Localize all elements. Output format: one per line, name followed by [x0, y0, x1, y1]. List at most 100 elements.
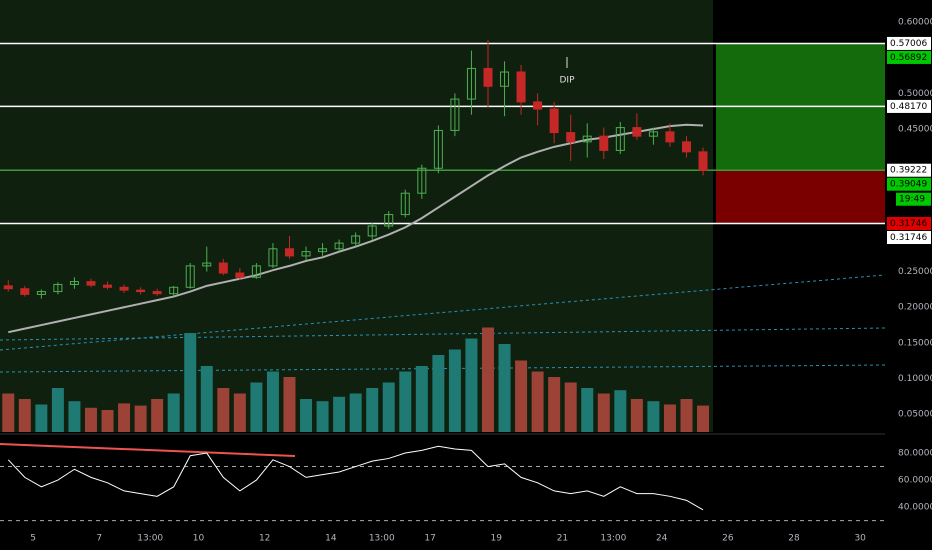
x-tick-label: 21 [557, 534, 568, 544]
candle-body [301, 251, 311, 257]
candle-body [202, 262, 212, 267]
volume-bar [84, 407, 97, 432]
volume-bar [465, 338, 478, 432]
volume-bar [349, 393, 362, 432]
volume-bar [432, 355, 445, 432]
price-tag-bg [887, 163, 931, 177]
price-tag-bg [887, 99, 931, 113]
rsi-line [7, 445, 704, 511]
candle-body [152, 291, 162, 295]
x-tick-label: 13:00 [600, 534, 626, 544]
candle-body [483, 67, 493, 87]
volume-bar [399, 371, 412, 432]
volume-bar [680, 399, 693, 432]
y-tick-label: 0.50000 [898, 89, 932, 99]
rsi-trend-line [0, 443, 296, 457]
volume-bar [118, 403, 131, 432]
price-tag-bg [887, 177, 931, 191]
candle-body [185, 265, 195, 288]
candle-body [268, 248, 278, 267]
volume-bar [316, 401, 329, 432]
price-tag: 0.31746 [890, 219, 927, 229]
candle-body [632, 127, 642, 137]
candle-body [599, 135, 609, 151]
price-tag-bg [887, 50, 931, 64]
candle-body [86, 281, 96, 286]
x-tick-label: 13:00 [369, 534, 395, 544]
loss-zone [716, 170, 885, 224]
volume-bar [167, 393, 180, 432]
volume-bar [233, 393, 246, 432]
y-tick-label: 0.45000 [898, 125, 932, 135]
y-tick-label: 0.20000 [898, 303, 932, 313]
volume-bar [697, 405, 710, 432]
candle-body [334, 242, 344, 250]
volume-bar [564, 382, 577, 432]
volume-bar [366, 388, 379, 432]
candle-body [235, 272, 245, 278]
countdown-bg [896, 192, 931, 206]
candle-body [698, 151, 708, 171]
price-tag: 0.48170 [890, 102, 927, 112]
y-tick-label: 0.15000 [898, 338, 932, 348]
price-tag-bg [887, 217, 931, 231]
candle-body [417, 167, 427, 194]
candle-body [119, 286, 129, 291]
candle-body [351, 235, 361, 244]
volume-bar [51, 388, 64, 432]
candle-body [384, 214, 394, 227]
x-tick-label: 19 [491, 534, 503, 544]
y-tick-label: 0.25000 [898, 267, 932, 277]
price-tag: 0.56892 [890, 53, 927, 63]
price-tag: 0.39049 [890, 180, 927, 190]
x-tick-label: 13:00 [137, 534, 163, 544]
volume-bar [448, 349, 461, 432]
volume-bar [333, 396, 346, 432]
volume-bar [481, 327, 494, 432]
candle-body [400, 192, 410, 216]
volume-bar [68, 401, 81, 432]
candle-body [615, 127, 625, 151]
x-tick-label: 17 [424, 534, 435, 544]
candle-body [582, 135, 592, 143]
x-tick-label: 10 [193, 534, 205, 544]
volume-bar [283, 377, 296, 432]
x-tick-label: 12 [259, 534, 270, 544]
candle-body [20, 288, 30, 295]
chart-layer: 0.05000 0.10000 0.15000 0.20000 0.25000 0.450… [0, 18, 932, 544]
volume-bar [647, 401, 660, 432]
volume-bar [581, 388, 594, 432]
x-tick-label: 5 [30, 534, 36, 544]
countdown: 19:49 [899, 195, 925, 205]
volume-bar [515, 360, 528, 432]
y-tick-label: 0.05000 [898, 410, 932, 420]
volume-bar [663, 404, 676, 432]
candle-body [466, 67, 476, 100]
candle-body [433, 129, 443, 169]
volume-bar [134, 405, 147, 432]
candle-body [450, 98, 460, 131]
candle-body [103, 284, 113, 288]
volume-bar [250, 382, 263, 432]
candle-body [318, 248, 328, 253]
x-tick-label: 28 [788, 534, 800, 544]
candle-body [681, 141, 691, 153]
candle-body [500, 71, 510, 87]
volume-bar [151, 399, 164, 432]
candle-body [533, 101, 543, 110]
volume-bar [266, 371, 279, 432]
candle-body [566, 132, 576, 143]
candle-body [284, 248, 294, 257]
volume-bar [597, 393, 610, 432]
candle-body [367, 225, 377, 237]
x-tick-label: 7 [96, 534, 102, 544]
price-tag: 0.31746 [890, 233, 927, 243]
volume-bar [614, 390, 627, 432]
y-tick-label: 0.10000 [898, 374, 932, 384]
candle-body [251, 265, 261, 278]
y-tick-label: 0.60000 [898, 18, 932, 28]
